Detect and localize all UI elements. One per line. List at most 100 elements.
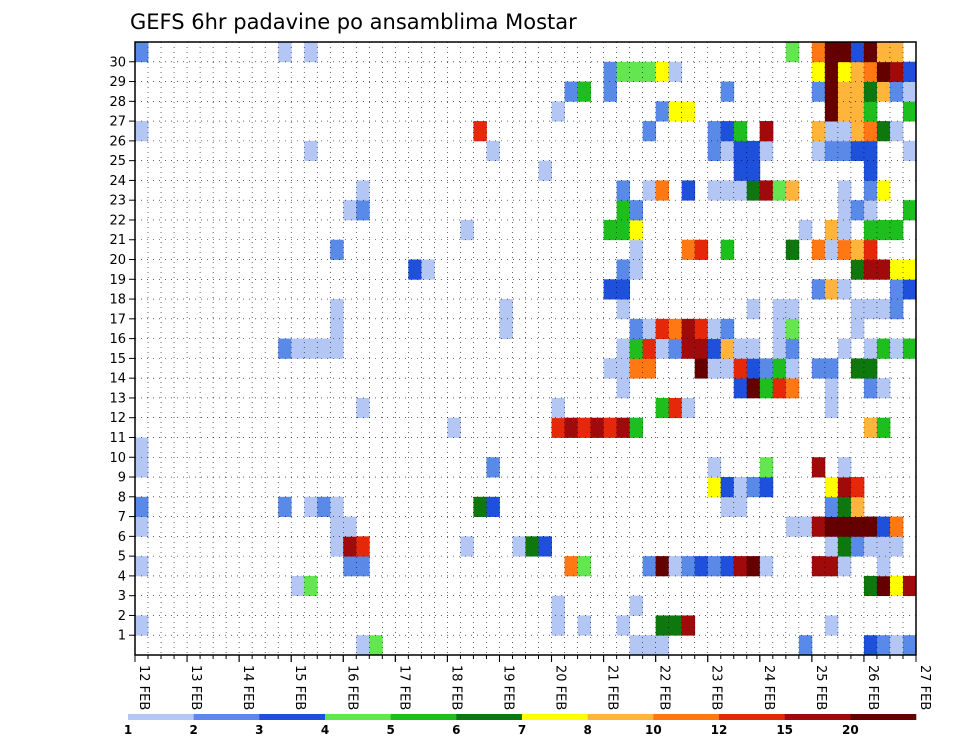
heatmap-cell — [616, 200, 631, 221]
heatmap-cell — [629, 635, 644, 656]
heatmap-cell — [564, 556, 578, 577]
heatmap-cell — [707, 121, 722, 142]
heatmap-cell — [655, 180, 670, 201]
heatmap-cell — [733, 180, 748, 201]
heatmap-cell — [811, 81, 826, 102]
heatmap-cell — [720, 318, 735, 340]
legend-label: 20 — [842, 723, 859, 737]
heatmap-cell — [681, 397, 696, 419]
heatmap-cell — [603, 417, 618, 438]
heatmap-cell — [759, 121, 774, 142]
heatmap-cell — [824, 279, 839, 300]
heatmap-cell — [824, 477, 839, 498]
heatmap-cell — [759, 180, 774, 201]
heatmap-cell — [577, 556, 591, 577]
heatmap-cell — [785, 358, 800, 379]
heatmap-cell — [616, 279, 631, 300]
heatmap-cell — [889, 338, 904, 359]
heatmap-cell — [837, 457, 852, 478]
heatmap-cell — [135, 42, 149, 63]
legend-swatch — [587, 714, 654, 720]
y-tick-label: 20 — [109, 253, 126, 268]
heatmap-cell — [629, 417, 644, 438]
heatmap-cell — [460, 536, 474, 557]
legend-label: 2 — [189, 723, 197, 737]
heatmap-cell — [759, 140, 774, 162]
y-tick-label: 4 — [118, 569, 126, 584]
y-tick-label: 15 — [109, 352, 126, 367]
heatmap-cell — [850, 477, 865, 498]
legend-label: 1 — [124, 723, 132, 737]
heatmap-cell — [135, 556, 149, 577]
heatmap-cell — [629, 338, 644, 359]
heatmap-cell — [759, 556, 774, 577]
heatmap-cell — [850, 61, 865, 82]
heatmap-cell — [863, 338, 878, 359]
x-tick-label: 14 FEB — [240, 665, 255, 710]
y-tick-label: 22 — [109, 213, 126, 228]
heatmap-cell — [499, 299, 513, 320]
y-tick-label: 19 — [109, 273, 126, 288]
heatmap-cell — [876, 536, 891, 557]
heatmap-cell — [798, 516, 813, 537]
x-tick-label: 23 FEB — [709, 665, 724, 710]
heatmap-cell — [837, 496, 852, 517]
heatmap-cell — [356, 635, 370, 656]
heatmap-cell — [330, 338, 344, 359]
heatmap-cell — [720, 477, 735, 498]
heatmap-cell — [902, 279, 917, 300]
legend-swatch — [522, 714, 588, 720]
y-tick-label: 25 — [109, 154, 126, 169]
heatmap-cell — [616, 259, 631, 280]
heatmap-cell — [525, 536, 539, 557]
heatmap-cell — [616, 219, 631, 241]
heatmap-cell — [278, 496, 292, 517]
heatmap-cell — [863, 635, 878, 656]
heatmap-cell — [876, 180, 891, 201]
heatmap-cell — [876, 299, 891, 320]
heatmap-cell — [889, 81, 904, 102]
heatmap-cell — [733, 121, 748, 142]
y-tick-label: 5 — [118, 550, 126, 565]
heatmap-cell — [694, 318, 709, 340]
heatmap-cell — [889, 219, 904, 241]
heatmap-cell — [642, 358, 657, 379]
heatmap-cell — [135, 516, 149, 537]
heatmap-cell — [876, 556, 891, 577]
heatmap-cell — [512, 536, 526, 557]
heatmap-cell — [902, 575, 917, 597]
heatmap-cell — [447, 417, 461, 438]
y-tick-label: 18 — [109, 293, 126, 308]
heatmap-cell — [356, 397, 370, 419]
heatmap-cell — [603, 219, 618, 241]
legend-label: 10 — [645, 723, 662, 737]
legend-swatch — [784, 714, 851, 720]
heatmap-cell — [811, 457, 826, 478]
legend-label: 12 — [711, 723, 728, 737]
color-legend: 1 2 3 4 5 6 7 8 10 12 15 20 — [124, 714, 917, 737]
heatmap-cell — [785, 239, 800, 260]
heatmap-cell — [759, 457, 774, 478]
heatmap-cell — [863, 239, 878, 260]
heatmap-cell — [746, 338, 761, 359]
heatmap-cell — [850, 140, 865, 162]
heatmap-cell — [668, 397, 683, 419]
heatmap-cell — [837, 477, 852, 498]
heatmap-cell — [629, 219, 644, 241]
heatmap-cell — [811, 516, 826, 537]
heatmap-cell — [330, 516, 344, 537]
heatmap-cell — [291, 338, 305, 359]
y-tick-label: 11 — [109, 431, 126, 446]
heatmap-cell — [720, 556, 735, 577]
heatmap-cell — [343, 200, 357, 221]
heatmap-cell — [616, 338, 631, 359]
heatmap-cell — [785, 180, 800, 201]
heatmap-cell — [330, 299, 344, 320]
heatmap-cell — [772, 358, 787, 379]
heatmap-cell — [837, 61, 852, 82]
legend-label: 7 — [518, 723, 526, 737]
heatmap-cell — [863, 81, 878, 102]
heatmap-cell — [473, 496, 487, 517]
legend-swatch — [850, 714, 917, 720]
heatmap-cell — [681, 615, 696, 636]
